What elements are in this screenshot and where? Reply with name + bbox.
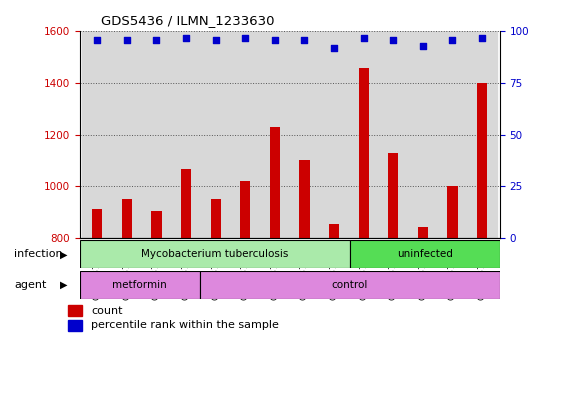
Bar	[350, 240, 500, 268]
Bar	[201, 31, 231, 238]
Bar	[80, 240, 350, 268]
Point	[419, 43, 428, 49]
Bar	[240, 181, 250, 238]
Text: Mycobacterium tuberculosis: Mycobacterium tuberculosis	[141, 249, 289, 259]
Bar	[448, 186, 458, 238]
Point	[93, 37, 102, 43]
Bar	[260, 31, 290, 238]
Point	[389, 37, 398, 43]
Bar	[417, 228, 428, 238]
Text: infection: infection	[14, 249, 63, 259]
Bar	[141, 31, 172, 238]
Text: metformin: metformin	[112, 280, 167, 290]
Bar	[388, 152, 399, 238]
Bar	[477, 83, 487, 238]
Bar	[68, 305, 82, 316]
Point	[122, 37, 131, 43]
Point	[478, 35, 487, 41]
Bar	[151, 211, 162, 238]
Text: ▶: ▶	[60, 249, 67, 259]
Text: control: control	[332, 280, 368, 290]
Bar	[68, 320, 82, 331]
Bar	[378, 31, 408, 238]
Point	[329, 45, 339, 51]
Bar	[408, 31, 438, 238]
Point	[270, 37, 279, 43]
Text: GDS5436 / ILMN_1233630: GDS5436 / ILMN_1233630	[101, 15, 274, 28]
Point	[182, 35, 191, 41]
Bar	[467, 31, 497, 238]
Bar	[112, 31, 141, 238]
Bar	[329, 224, 339, 238]
Bar	[349, 31, 378, 238]
Bar	[122, 199, 132, 238]
Text: percentile rank within the sample: percentile rank within the sample	[91, 320, 279, 331]
Point	[241, 35, 250, 41]
Bar	[438, 31, 467, 238]
Point	[300, 37, 309, 43]
Bar	[358, 68, 369, 238]
Bar	[82, 31, 112, 238]
Point	[152, 37, 161, 43]
Point	[211, 37, 220, 43]
Point	[448, 37, 457, 43]
Bar	[319, 31, 349, 238]
Bar	[199, 271, 500, 299]
Point	[359, 35, 368, 41]
Bar	[181, 169, 191, 238]
Text: ▶: ▶	[60, 280, 67, 290]
Text: agent: agent	[14, 280, 47, 290]
Bar	[80, 271, 199, 299]
Bar	[231, 31, 260, 238]
Bar	[211, 199, 221, 238]
Text: uninfected: uninfected	[397, 249, 453, 259]
Bar	[299, 160, 310, 238]
Text: count: count	[91, 306, 122, 316]
Bar	[270, 127, 280, 238]
Bar	[92, 209, 102, 238]
Bar	[290, 31, 319, 238]
Bar	[172, 31, 201, 238]
